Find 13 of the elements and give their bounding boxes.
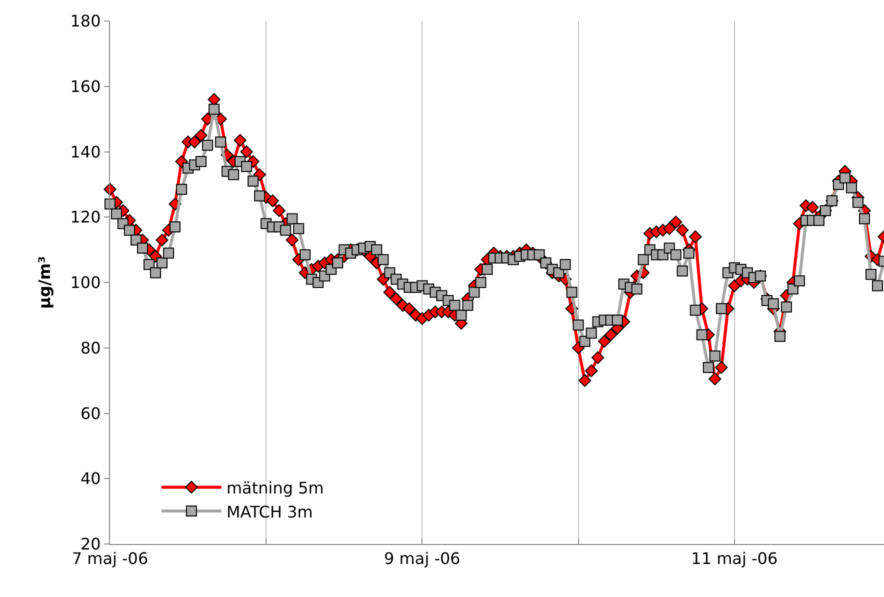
y-tick-label: 180 — [70, 12, 101, 31]
y-tick-label: 60 — [80, 404, 101, 423]
legend-label: MATCH 3m — [226, 502, 313, 522]
y-tick-label: 40 — [80, 469, 101, 488]
y-tick-label: 100 — [70, 273, 101, 292]
y-tick-label: 160 — [70, 76, 101, 96]
y-tick-label: 120 — [70, 208, 101, 227]
y-axis-title: µg/m³ — [35, 256, 54, 309]
y-tick-label: 80 — [80, 338, 101, 358]
x-tick-label: 11 maj -06 — [691, 549, 778, 568]
y-tick-label: 140 — [70, 142, 101, 162]
legend-label: mätning 5m — [226, 478, 324, 498]
x-tick-label: 9 maj -06 — [384, 549, 460, 568]
